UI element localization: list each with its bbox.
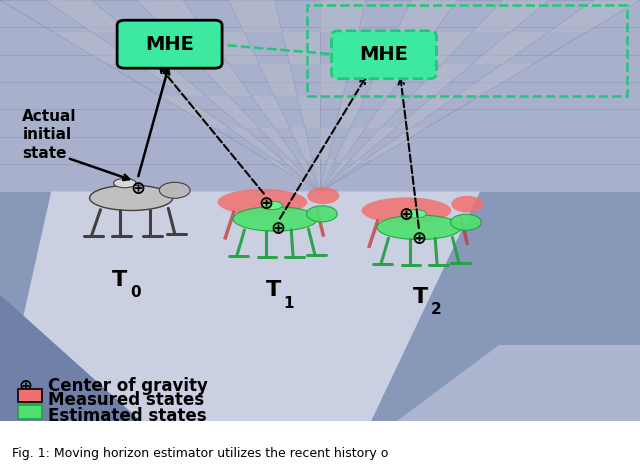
Polygon shape — [259, 128, 297, 159]
Ellipse shape — [262, 201, 282, 210]
Text: ⊕: ⊕ — [399, 206, 414, 224]
Polygon shape — [320, 159, 365, 192]
Polygon shape — [365, 64, 412, 96]
Ellipse shape — [362, 197, 451, 224]
Text: ⊕: ⊕ — [19, 377, 33, 395]
Text: 1: 1 — [284, 296, 294, 311]
Polygon shape — [320, 159, 351, 192]
Bar — [18, 389, 42, 403]
Polygon shape — [282, 159, 320, 192]
Polygon shape — [548, 0, 640, 32]
Text: 0: 0 — [130, 285, 141, 300]
Polygon shape — [137, 64, 205, 96]
Polygon shape — [53, 32, 137, 64]
Ellipse shape — [451, 214, 481, 230]
Polygon shape — [396, 0, 457, 32]
Polygon shape — [320, 128, 335, 159]
Polygon shape — [129, 32, 198, 64]
Ellipse shape — [90, 185, 173, 210]
Polygon shape — [457, 64, 533, 96]
Ellipse shape — [218, 189, 307, 215]
Text: Fig. 1: Moving horizon estimator utilizes the recent history o: Fig. 1: Moving horizon estimator utilize… — [12, 447, 388, 460]
Polygon shape — [320, 159, 335, 192]
Ellipse shape — [377, 215, 461, 239]
Text: ⊕: ⊕ — [130, 180, 145, 199]
Polygon shape — [0, 0, 640, 421]
Ellipse shape — [114, 178, 136, 188]
Text: T: T — [266, 280, 281, 300]
Text: 2: 2 — [431, 302, 442, 317]
Polygon shape — [297, 96, 320, 128]
Polygon shape — [289, 128, 312, 159]
Ellipse shape — [451, 196, 483, 212]
Polygon shape — [137, 0, 205, 32]
Polygon shape — [412, 64, 472, 96]
Ellipse shape — [233, 207, 317, 231]
Text: T: T — [112, 270, 127, 290]
Text: Measured states: Measured states — [48, 391, 204, 409]
Polygon shape — [297, 159, 320, 192]
Polygon shape — [0, 295, 141, 421]
Polygon shape — [228, 0, 282, 32]
Ellipse shape — [307, 187, 339, 204]
Polygon shape — [320, 64, 351, 96]
Text: ⊕: ⊕ — [258, 195, 273, 213]
Polygon shape — [335, 128, 365, 159]
Polygon shape — [0, 192, 640, 421]
Text: Center of gravity: Center of gravity — [48, 377, 208, 395]
Polygon shape — [160, 96, 228, 128]
Polygon shape — [205, 96, 259, 128]
Polygon shape — [205, 32, 259, 64]
Polygon shape — [267, 159, 320, 192]
Polygon shape — [228, 128, 282, 159]
Text: MHE: MHE — [145, 35, 194, 54]
Polygon shape — [0, 0, 640, 202]
Polygon shape — [45, 0, 129, 32]
Polygon shape — [365, 96, 412, 128]
Ellipse shape — [159, 182, 190, 198]
Text: ⊕: ⊕ — [412, 230, 427, 248]
Polygon shape — [351, 128, 396, 159]
Polygon shape — [396, 96, 457, 128]
Text: T: T — [413, 287, 428, 307]
Text: Actual
initial
state: Actual initial state — [22, 109, 77, 161]
Bar — [18, 405, 42, 419]
Polygon shape — [365, 128, 427, 159]
Polygon shape — [198, 64, 252, 96]
FancyBboxPatch shape — [332, 31, 436, 79]
Polygon shape — [320, 0, 365, 32]
Polygon shape — [259, 64, 297, 96]
Polygon shape — [282, 32, 320, 64]
Text: ⊕: ⊕ — [271, 220, 286, 238]
Polygon shape — [351, 32, 396, 64]
Polygon shape — [252, 96, 289, 128]
Text: Estimated states: Estimated states — [48, 407, 207, 425]
Polygon shape — [472, 32, 548, 64]
Polygon shape — [0, 192, 480, 421]
FancyBboxPatch shape — [117, 20, 222, 68]
Polygon shape — [472, 0, 548, 32]
Polygon shape — [412, 32, 472, 64]
Text: MHE: MHE — [360, 45, 408, 64]
Ellipse shape — [307, 206, 337, 222]
Polygon shape — [397, 345, 640, 421]
Polygon shape — [312, 159, 320, 192]
Polygon shape — [335, 96, 365, 128]
Ellipse shape — [406, 210, 426, 218]
